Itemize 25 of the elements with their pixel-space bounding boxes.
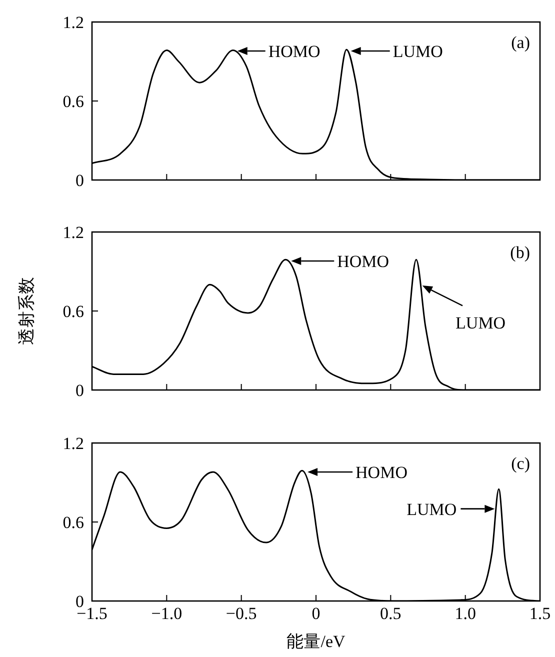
x-tick-label: 1.5 [529, 604, 551, 623]
annotation: (c) [511, 454, 530, 473]
y-axis-title: 透射系数 [17, 277, 36, 345]
annotation: (b) [510, 243, 530, 262]
x-tick-label: 0 [312, 604, 320, 623]
y-tick-label: 0 [76, 381, 84, 400]
annotation: HOMO [337, 252, 390, 271]
x-tick-label: −0.5 [226, 604, 257, 623]
y-tick-label: 1.2 [62, 223, 84, 242]
annotation: HOMO [356, 462, 408, 482]
y-tick-label: 0.6 [62, 513, 84, 532]
y-tick-label: 0.6 [62, 92, 84, 111]
x-tick-label: 0.5 [380, 604, 402, 623]
annotation: LUMO [392, 42, 443, 61]
x-axis-title: 能量/eV [286, 632, 346, 651]
y-tick-label: 1.2 [62, 434, 84, 453]
y-tick-label: 0 [76, 171, 84, 190]
annotation: HOMO [268, 42, 320, 61]
x-tick-label: −1.0 [151, 604, 182, 623]
annotation: LUMO [406, 500, 457, 519]
x-tick-label: 1.0 [454, 604, 476, 623]
annotation: LUMO [456, 314, 506, 333]
y-tick-label: 1.2 [62, 13, 84, 32]
annotation: (a) [511, 33, 530, 52]
y-tick-label: 0.6 [62, 302, 84, 321]
